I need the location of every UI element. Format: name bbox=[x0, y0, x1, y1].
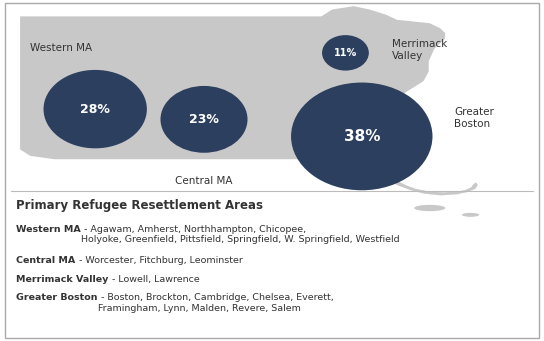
Text: Greater Boston: Greater Boston bbox=[16, 294, 98, 302]
Ellipse shape bbox=[44, 70, 147, 148]
Ellipse shape bbox=[322, 35, 369, 71]
Ellipse shape bbox=[461, 212, 480, 218]
Text: Merrimack Valley: Merrimack Valley bbox=[16, 275, 109, 284]
Text: Merrimack
Valley: Merrimack Valley bbox=[392, 39, 447, 61]
Text: - Worcester, Fitchburg, Leominster: - Worcester, Fitchburg, Leominster bbox=[76, 256, 243, 265]
Polygon shape bbox=[348, 148, 479, 196]
Text: Western MA: Western MA bbox=[30, 43, 92, 53]
Ellipse shape bbox=[291, 83, 432, 190]
Text: - Lowell, Lawrence: - Lowell, Lawrence bbox=[109, 275, 200, 284]
Text: 23%: 23% bbox=[189, 113, 219, 126]
Text: Greater
Boston: Greater Boston bbox=[454, 107, 494, 129]
Text: Primary Refugee Resettlement Areas: Primary Refugee Resettlement Areas bbox=[16, 199, 263, 212]
Text: 38%: 38% bbox=[343, 129, 380, 144]
Text: - Boston, Brockton, Cambridge, Chelsea, Everett,
Framingham, Lynn, Malden, Rever: - Boston, Brockton, Cambridge, Chelsea, … bbox=[98, 294, 333, 313]
Text: 11%: 11% bbox=[334, 48, 357, 58]
Text: Western MA: Western MA bbox=[16, 225, 81, 234]
Text: Central MA: Central MA bbox=[16, 256, 76, 265]
Text: - Agawam, Amherst, Northhampton, Chicopee,
Holyoke, Greenfield, Pittsfield, Spri: - Agawam, Amherst, Northhampton, Chicope… bbox=[81, 225, 400, 244]
Polygon shape bbox=[19, 5, 446, 160]
Text: 28%: 28% bbox=[81, 103, 110, 116]
Ellipse shape bbox=[160, 86, 248, 153]
Text: Central MA: Central MA bbox=[175, 176, 233, 186]
Ellipse shape bbox=[413, 204, 446, 212]
